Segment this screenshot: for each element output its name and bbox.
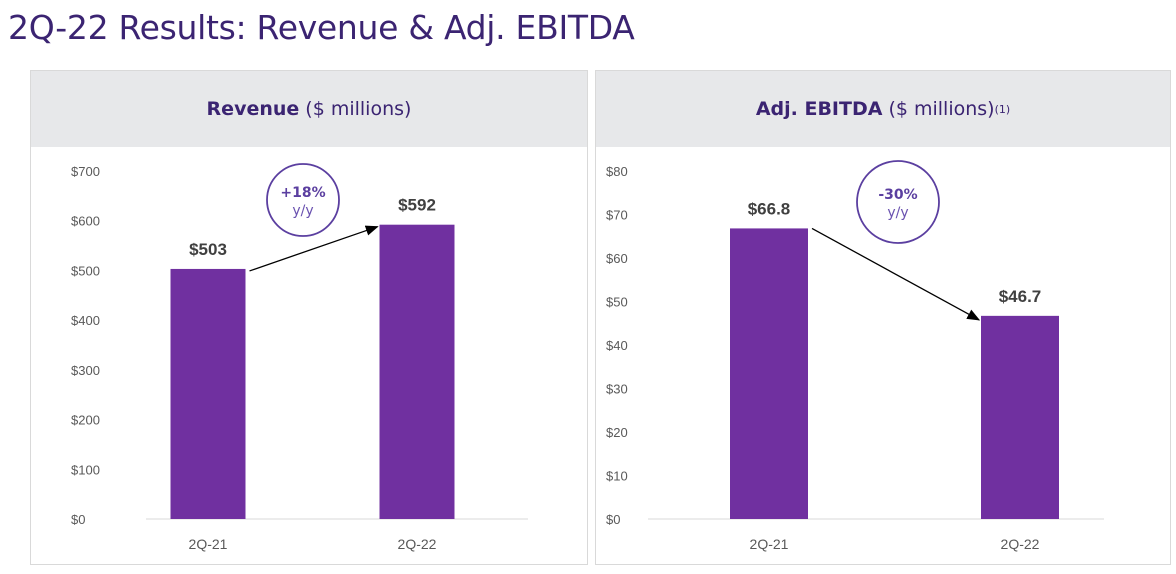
y-tick-label: $60: [606, 251, 628, 266]
chart-title-footnote: (1): [994, 102, 1011, 116]
y-tick-label: $80: [606, 164, 628, 179]
y-tick-label: $70: [606, 208, 628, 223]
x-tick-label: 2Q-22: [398, 536, 437, 552]
yoy-change-value: -30%: [878, 187, 917, 203]
chart-title-bold: Revenue: [206, 98, 300, 120]
y-tick-label: $100: [71, 462, 100, 477]
bar-2q-21: [730, 228, 808, 520]
chart-title-bold: Adj. EBITDA: [755, 98, 883, 120]
bar-2q-22: [379, 224, 455, 520]
x-tick-label: 2Q-21: [750, 536, 789, 552]
data-label: $66.8: [748, 199, 791, 218]
y-tick-label: $300: [71, 363, 100, 378]
change-arrow: [811, 227, 981, 321]
ebitda-chart-title: Adj. EBITDA ($ millions) (1): [596, 71, 1170, 147]
y-tick-label: $30: [606, 382, 628, 397]
y-tick-label: $10: [606, 469, 628, 484]
y-tick-label: $50: [606, 295, 628, 310]
yoy-period-label: y/y: [887, 205, 908, 221]
chart-title-units: ($ millions): [305, 98, 412, 120]
bar-2q-21: [170, 268, 246, 519]
revenue-panel: Revenue ($ millions) $0 $100 $200 $300 $400 $…: [30, 70, 588, 565]
data-label: $503: [189, 240, 227, 259]
bar-2q-22: [981, 315, 1059, 519]
x-tick-label: 2Q-21: [189, 536, 228, 552]
y-tick-label: $400: [71, 313, 100, 328]
y-tick-label: $0: [606, 512, 620, 527]
y-tick-label: $700: [71, 164, 100, 179]
ebitda-panel: Adj. EBITDA ($ millions) (1) $0 $10 $20 $30…: [595, 70, 1171, 565]
revenue-chart: $0 $100 $200 $300 $400 $500 $600 $700 $503 2Q-21 $…: [71, 163, 528, 552]
x-tick-label: 2Q-22: [1001, 536, 1040, 552]
page-title: 2Q-22 Results: Revenue & Adj. EBITDA: [8, 8, 635, 47]
revenue-chart-title: Revenue ($ millions): [31, 71, 587, 147]
y-tick-label: $600: [71, 214, 100, 229]
data-label: $46.7: [999, 287, 1042, 306]
yoy-badge-circle: [856, 160, 940, 244]
y-tick-label: $200: [71, 413, 100, 428]
y-tick-label: $20: [606, 425, 628, 440]
yoy-change-value: +18%: [280, 185, 325, 201]
ebitda-chart: $0 $10 $20 $30 $40 $50 $60 $70 $80 $66.8 2Q-21 $46.…: [606, 160, 1104, 552]
data-label: $592: [398, 196, 436, 215]
y-tick-label: $0: [71, 512, 85, 527]
change-arrow: [249, 225, 379, 272]
y-tick-label: $40: [606, 338, 628, 353]
yoy-period-label: y/y: [292, 203, 313, 219]
y-tick-label: $500: [71, 263, 100, 278]
yoy-badge-circle: [266, 163, 340, 237]
chart-title-units: ($ millions): [888, 98, 995, 120]
